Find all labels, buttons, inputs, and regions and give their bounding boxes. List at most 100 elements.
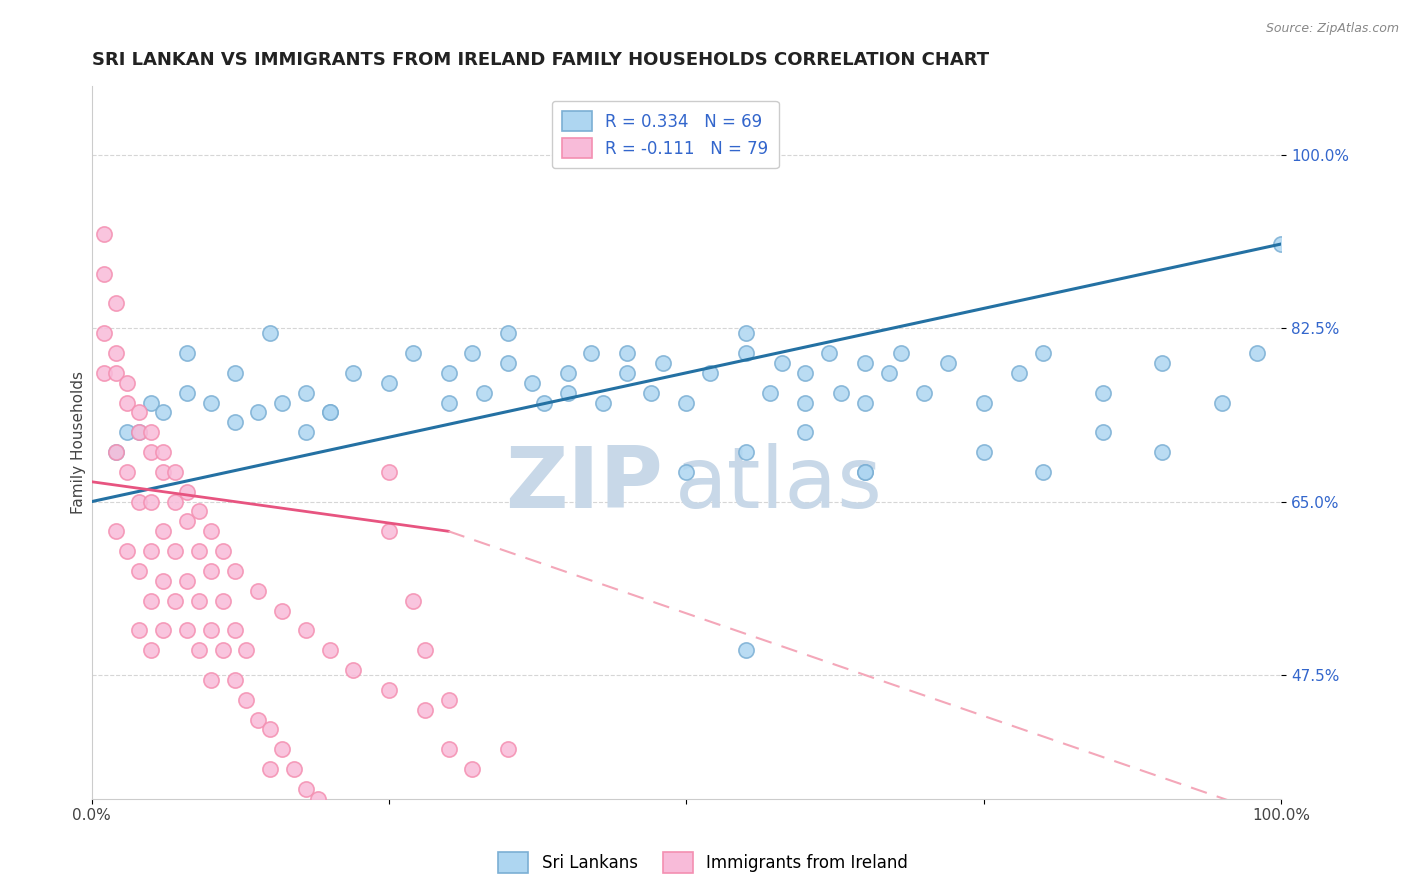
Point <box>735 346 758 360</box>
Point <box>758 385 780 400</box>
Point <box>93 326 115 341</box>
Point <box>973 445 995 459</box>
Point <box>1008 366 1031 380</box>
Point <box>247 405 270 419</box>
Point <box>117 425 139 440</box>
Point <box>93 267 115 281</box>
Point <box>794 425 817 440</box>
Point <box>295 425 318 440</box>
Point <box>402 593 425 607</box>
Point <box>675 465 697 479</box>
Point <box>163 465 186 479</box>
Point <box>1270 237 1292 252</box>
Point <box>735 445 758 459</box>
Point <box>936 356 959 370</box>
Point <box>224 624 246 638</box>
Point <box>461 346 484 360</box>
Point <box>402 346 425 360</box>
Point <box>104 366 127 380</box>
Point <box>877 366 900 380</box>
Point <box>557 366 579 380</box>
Point <box>437 692 460 706</box>
Point <box>104 296 127 310</box>
Point <box>117 395 139 409</box>
Point <box>187 593 209 607</box>
Point <box>128 564 150 578</box>
Point <box>117 376 139 390</box>
Point <box>187 504 209 518</box>
Point <box>818 346 841 360</box>
Point <box>128 494 150 508</box>
Point <box>378 524 401 539</box>
Point <box>496 742 519 756</box>
Point <box>200 395 222 409</box>
Point <box>853 395 876 409</box>
Text: Source: ZipAtlas.com: Source: ZipAtlas.com <box>1265 22 1399 36</box>
Point <box>104 445 127 459</box>
Point <box>152 574 174 588</box>
Point <box>141 544 163 558</box>
Point <box>224 366 246 380</box>
Point <box>141 395 163 409</box>
Point <box>496 326 519 341</box>
Point <box>413 703 436 717</box>
Point <box>307 791 329 805</box>
Point <box>152 524 174 539</box>
Point <box>117 465 139 479</box>
Point <box>1152 445 1174 459</box>
Point <box>259 723 281 737</box>
Point <box>176 346 198 360</box>
Point <box>176 385 198 400</box>
Point <box>93 227 115 241</box>
Point <box>141 425 163 440</box>
Point <box>93 366 115 380</box>
Point <box>1091 425 1114 440</box>
Point <box>141 445 163 459</box>
Point <box>675 395 697 409</box>
Point <box>200 524 222 539</box>
Point <box>104 445 127 459</box>
Point <box>973 395 995 409</box>
Point <box>176 624 198 638</box>
Point <box>141 494 163 508</box>
Text: ZIP: ZIP <box>505 443 662 526</box>
Point <box>461 762 484 776</box>
Point <box>592 395 614 409</box>
Point <box>176 484 198 499</box>
Point <box>211 544 233 558</box>
Point <box>271 742 294 756</box>
Point <box>163 544 186 558</box>
Point <box>117 544 139 558</box>
Point <box>520 376 543 390</box>
Point <box>235 643 257 657</box>
Point <box>533 395 555 409</box>
Point <box>735 643 758 657</box>
Point <box>247 583 270 598</box>
Point <box>853 465 876 479</box>
Point <box>271 395 294 409</box>
Point <box>318 405 340 419</box>
Point <box>853 356 876 370</box>
Point <box>437 366 460 380</box>
Point <box>889 346 911 360</box>
Point <box>211 643 233 657</box>
Point <box>616 366 638 380</box>
Point <box>247 713 270 727</box>
Point <box>413 643 436 657</box>
Point <box>496 356 519 370</box>
Point <box>437 742 460 756</box>
Point <box>176 515 198 529</box>
Point <box>1211 395 1233 409</box>
Point <box>224 564 246 578</box>
Point <box>200 673 222 687</box>
Legend: R = 0.334   N = 69, R = -0.111   N = 79: R = 0.334 N = 69, R = -0.111 N = 79 <box>553 101 779 169</box>
Point <box>152 405 174 419</box>
Point <box>616 346 638 360</box>
Point <box>141 643 163 657</box>
Point <box>318 405 340 419</box>
Text: atlas: atlas <box>675 443 883 526</box>
Point <box>176 574 198 588</box>
Point <box>152 624 174 638</box>
Point <box>354 861 377 875</box>
Point <box>581 346 603 360</box>
